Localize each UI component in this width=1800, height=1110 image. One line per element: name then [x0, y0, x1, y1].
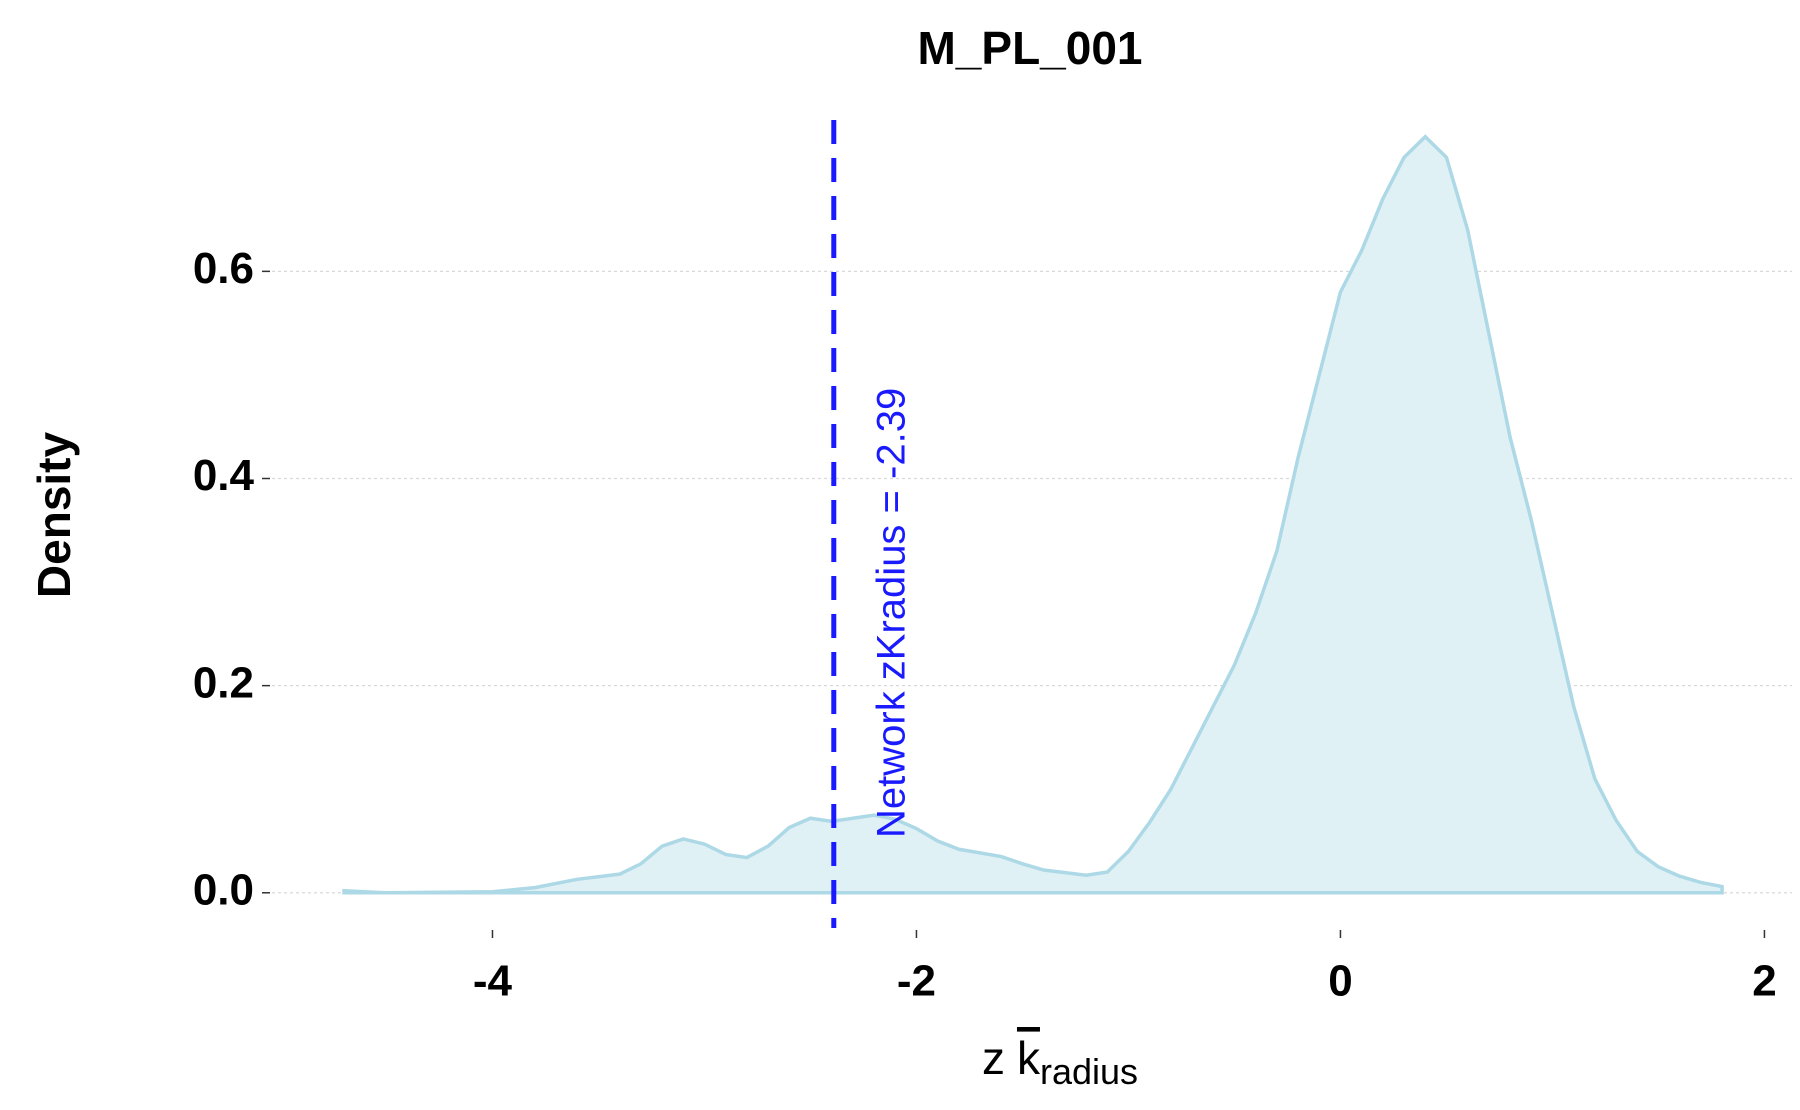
y-tick-label: 0.6	[193, 244, 254, 293]
y-tick-label: 0.2	[193, 658, 254, 707]
x-tick-label: 2	[1752, 957, 1776, 1006]
y-axis-label: Density	[28, 432, 80, 599]
x-axis-label: z kradius	[982, 1032, 1138, 1091]
x-tick-label: 0	[1328, 957, 1352, 1006]
x-tick-label: -4	[473, 957, 513, 1006]
density-area	[342, 134, 1724, 895]
x-tick-label: -2	[897, 957, 936, 1006]
chart-title: M_PL_001	[917, 22, 1142, 74]
y-tick-label: 0.0	[193, 865, 254, 914]
x-label-main: z	[982, 1032, 1005, 1084]
reference-label: Network zKradius = -2.39	[869, 388, 913, 838]
x-label-sub: radius	[1040, 1051, 1138, 1092]
y-tick-label: 0.4	[193, 451, 255, 500]
x-label-symbol: k	[1017, 1032, 1041, 1084]
